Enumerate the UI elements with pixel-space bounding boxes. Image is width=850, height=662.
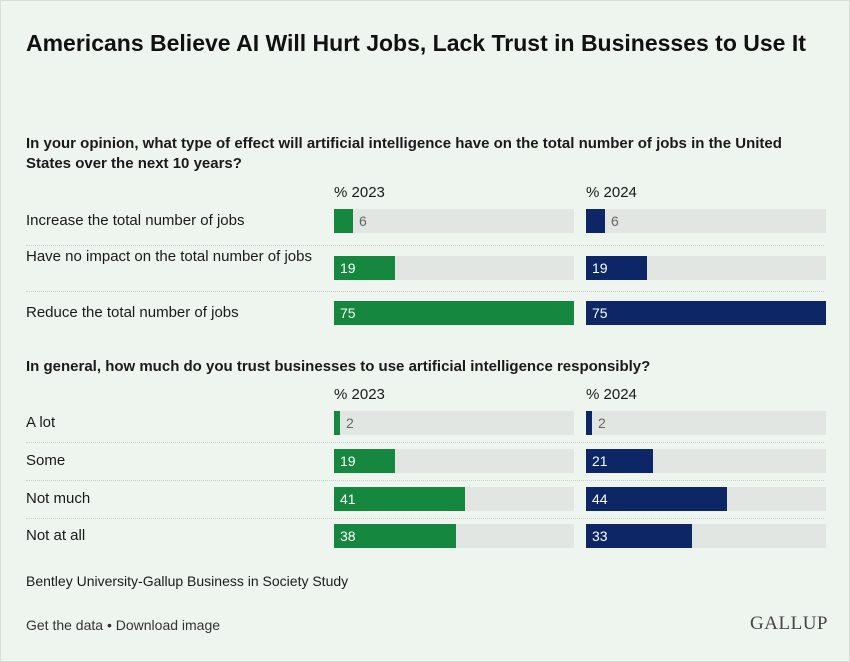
bar bbox=[586, 209, 605, 233]
series-header-1: % 2023 bbox=[334, 386, 385, 403]
bar bbox=[334, 301, 574, 325]
bar bbox=[586, 487, 727, 511]
get-data-link[interactable]: Get the data bbox=[26, 617, 104, 633]
footer-separator: • bbox=[103, 617, 116, 633]
download-image-link[interactable]: Download image bbox=[115, 617, 221, 633]
data-label: 6 bbox=[359, 213, 367, 229]
data-label: 44 bbox=[592, 491, 608, 507]
bar-track: 19 bbox=[334, 449, 574, 473]
bar bbox=[586, 524, 692, 548]
bar-track: 6 bbox=[334, 209, 574, 233]
bar-track: 38 bbox=[334, 524, 574, 548]
bar bbox=[334, 487, 465, 511]
row-divider bbox=[26, 442, 824, 443]
bar-track: 33 bbox=[586, 524, 826, 548]
series-header-2: % 2024 bbox=[586, 386, 637, 403]
row-divider bbox=[26, 480, 824, 481]
chart-title: Americans Believe AI Will Hurt Jobs, Lac… bbox=[26, 30, 806, 56]
data-label: 19 bbox=[592, 260, 608, 276]
bar bbox=[586, 256, 647, 280]
bar-track: 75 bbox=[586, 301, 826, 325]
data-label: 41 bbox=[340, 491, 356, 507]
category-label: Have no impact on the total number of jo… bbox=[26, 248, 312, 265]
bar bbox=[586, 411, 592, 435]
bar-track: 19 bbox=[586, 256, 826, 280]
bar bbox=[586, 449, 653, 473]
bar bbox=[334, 411, 340, 435]
row-divider bbox=[26, 245, 824, 246]
footer-links: Get the data • Download image bbox=[26, 617, 220, 633]
bar-track: 21 bbox=[586, 449, 826, 473]
gallup-logo: GALLUP bbox=[750, 613, 828, 634]
data-label: 19 bbox=[340, 260, 356, 276]
category-label: Not much bbox=[26, 490, 91, 507]
data-label: 2 bbox=[346, 415, 354, 431]
bar-track: 2 bbox=[334, 411, 574, 435]
bar-track: 75 bbox=[334, 301, 574, 325]
category-label: Reduce the total number of jobs bbox=[26, 304, 239, 321]
data-label: 75 bbox=[592, 305, 608, 321]
bar-track: 19 bbox=[334, 256, 574, 280]
series-header-2: % 2024 bbox=[586, 184, 637, 201]
row-divider bbox=[26, 291, 824, 292]
bar-track: 41 bbox=[334, 487, 574, 511]
row-divider bbox=[26, 518, 824, 519]
bar-track: 2 bbox=[586, 411, 826, 435]
question-1: In your opinion, what type of effect wil… bbox=[26, 135, 782, 172]
question-2: In general, how much do you trust busine… bbox=[26, 358, 651, 375]
bar-track: 6 bbox=[586, 209, 826, 233]
data-label: 2 bbox=[598, 415, 606, 431]
data-label: 19 bbox=[340, 453, 356, 469]
series-header-1: % 2023 bbox=[334, 184, 385, 201]
data-label: 38 bbox=[340, 528, 356, 544]
data-label: 33 bbox=[592, 528, 608, 544]
category-label: Increase the total number of jobs bbox=[26, 212, 245, 229]
bar bbox=[334, 256, 395, 280]
data-label: 75 bbox=[340, 305, 356, 321]
bar bbox=[334, 524, 456, 548]
source-note: Bentley University-Gallup Business in So… bbox=[26, 573, 349, 589]
category-label: Some bbox=[26, 452, 66, 469]
bar bbox=[586, 301, 826, 325]
bar-track: 44 bbox=[586, 487, 826, 511]
data-label: 21 bbox=[592, 453, 608, 469]
bar bbox=[334, 449, 395, 473]
bar bbox=[334, 209, 353, 233]
category-label: Not at all bbox=[26, 527, 86, 544]
category-label: A lot bbox=[26, 414, 56, 431]
data-label: 6 bbox=[611, 213, 619, 229]
